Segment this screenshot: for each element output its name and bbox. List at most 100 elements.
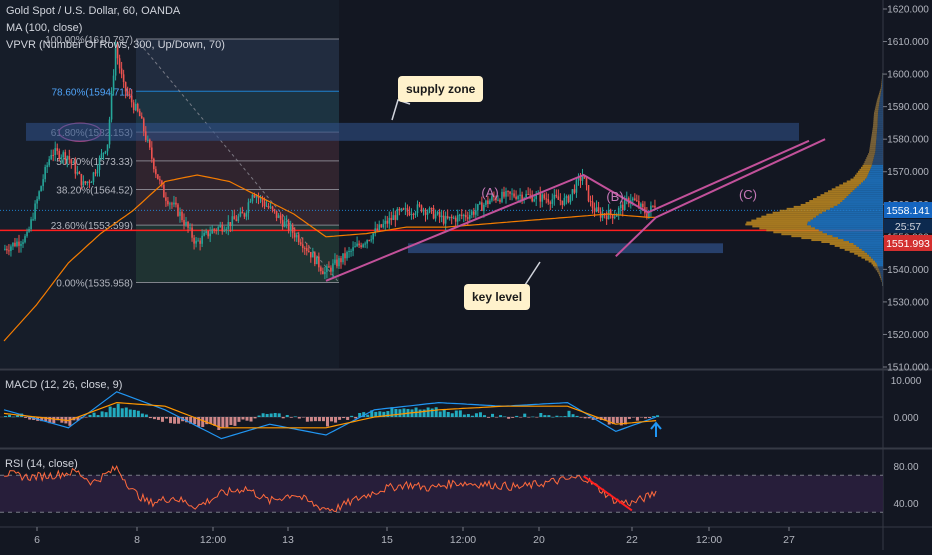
macd-histogram-bar xyxy=(346,417,349,420)
candle-body xyxy=(429,208,431,212)
candle-body xyxy=(6,249,8,250)
vpvr-row-up xyxy=(873,161,883,163)
vpvr-row-down xyxy=(866,157,874,159)
macd-histogram-bar xyxy=(519,417,522,418)
candle-body xyxy=(131,95,133,102)
candle-body xyxy=(16,242,18,246)
macd-histogram-bar xyxy=(117,404,120,417)
macd-histogram-bar xyxy=(177,417,180,424)
candle-body xyxy=(499,200,501,202)
candle-body xyxy=(52,155,54,156)
candle-body xyxy=(189,228,191,229)
key-level-box[interactable] xyxy=(408,243,723,253)
macd-histogram-bar xyxy=(89,415,92,417)
vpvr-row-down xyxy=(752,225,811,227)
vpvr-row-down xyxy=(869,261,875,263)
macd-histogram-bar xyxy=(105,412,108,417)
candle-body xyxy=(312,253,314,258)
macd-histogram-bar xyxy=(439,411,442,417)
time-tick-label: 27 xyxy=(783,534,795,546)
macd-histogram-bar xyxy=(523,414,526,417)
candle-body xyxy=(386,221,388,224)
candle-body xyxy=(240,212,242,217)
candle-body xyxy=(417,204,419,213)
vpvr-row-down xyxy=(843,182,861,184)
macd-histogram-bar xyxy=(648,417,651,418)
candle-body xyxy=(340,258,342,262)
vpvr-row-up xyxy=(873,259,883,261)
legend-symbol[interactable]: Gold Spot / U.S. Dollar, 60, OANDA xyxy=(6,4,180,18)
vpvr-row-down xyxy=(759,227,815,229)
macd-histogram-bar xyxy=(632,417,635,418)
vpvr-row-up xyxy=(854,243,883,245)
legend-ma[interactable]: MA (100, close) xyxy=(6,21,82,35)
candle-body xyxy=(485,201,487,205)
macd-histogram-bar xyxy=(68,417,71,426)
candle-body xyxy=(129,94,131,96)
vpvr-row-down xyxy=(855,175,868,177)
candle-body xyxy=(48,159,50,165)
macd-histogram-bar xyxy=(258,416,261,417)
vpvr-row-down xyxy=(858,171,869,173)
candle-body xyxy=(547,199,549,202)
candle-body xyxy=(46,165,48,167)
vpvr-row-up xyxy=(869,255,883,257)
fibonacci-retracement[interactable]: 100.00%(1610.797)78.60%(1594.711)61.80%(… xyxy=(0,0,339,368)
candle-body xyxy=(572,189,574,194)
vpvr-row-down xyxy=(813,198,845,200)
vpvr-row-down xyxy=(875,108,879,110)
vpvr-row-down xyxy=(882,79,883,81)
macd-tick-upper: 10.000 xyxy=(891,376,922,387)
candle-body xyxy=(594,208,596,211)
candle-body xyxy=(461,215,463,216)
candle-body xyxy=(372,233,374,239)
macd-histogram-bar xyxy=(326,417,329,426)
candle-body xyxy=(125,82,127,91)
candle-body xyxy=(268,206,270,208)
vpvr-row-up xyxy=(877,130,883,132)
vpvr-row-up xyxy=(879,268,883,270)
candle-body xyxy=(346,252,348,258)
vpvr-row-up xyxy=(882,83,883,85)
supply-zone-box[interactable] xyxy=(26,123,799,141)
candle-body xyxy=(515,197,517,199)
candle-body xyxy=(157,174,159,179)
vpvr-row-up xyxy=(877,263,883,265)
vpvr-row-down xyxy=(751,220,810,222)
candle-body xyxy=(457,215,459,221)
candle-body xyxy=(292,226,294,233)
candle-body xyxy=(469,215,471,219)
time-tick-label: 15 xyxy=(381,534,393,546)
macd-histogram-bar xyxy=(495,417,498,418)
macd-histogram-bar xyxy=(145,415,148,417)
time-axis-panel[interactable] xyxy=(0,527,883,550)
vpvr-row-down xyxy=(870,147,876,149)
candle-body xyxy=(8,250,10,251)
macd-histogram-bar xyxy=(572,414,575,417)
last-price-tag: 1558.141 xyxy=(884,202,932,218)
vpvr-row-up xyxy=(816,216,883,218)
vpvr-row-up xyxy=(879,106,883,108)
vpvr-row-up xyxy=(813,218,883,220)
candle-body xyxy=(364,244,366,245)
legend-vpvr[interactable]: VPVR (Number Of Rows, 300, Up/Down, 70) xyxy=(6,38,225,52)
vpvr-row-up xyxy=(815,227,883,229)
key-level-callout[interactable]: key level xyxy=(464,284,530,310)
candle-body xyxy=(503,192,505,197)
candle-body xyxy=(177,205,179,216)
vpvr-row-up xyxy=(878,110,883,112)
macd-histogram-bar xyxy=(531,417,534,418)
candle-body xyxy=(159,179,161,180)
vpvr-row-up xyxy=(881,274,883,276)
vpvr-row-up xyxy=(838,204,883,206)
supply-zone-callout[interactable]: supply zone xyxy=(398,76,483,102)
macd-histogram-bar xyxy=(93,413,96,417)
candle-body xyxy=(652,206,654,207)
candle-body xyxy=(332,263,334,271)
candle-body xyxy=(199,241,201,244)
candle-body xyxy=(87,182,89,184)
macd-histogram-bar xyxy=(165,417,168,419)
vpvr-row-up xyxy=(878,118,883,120)
vpvr-row-down xyxy=(877,100,880,102)
